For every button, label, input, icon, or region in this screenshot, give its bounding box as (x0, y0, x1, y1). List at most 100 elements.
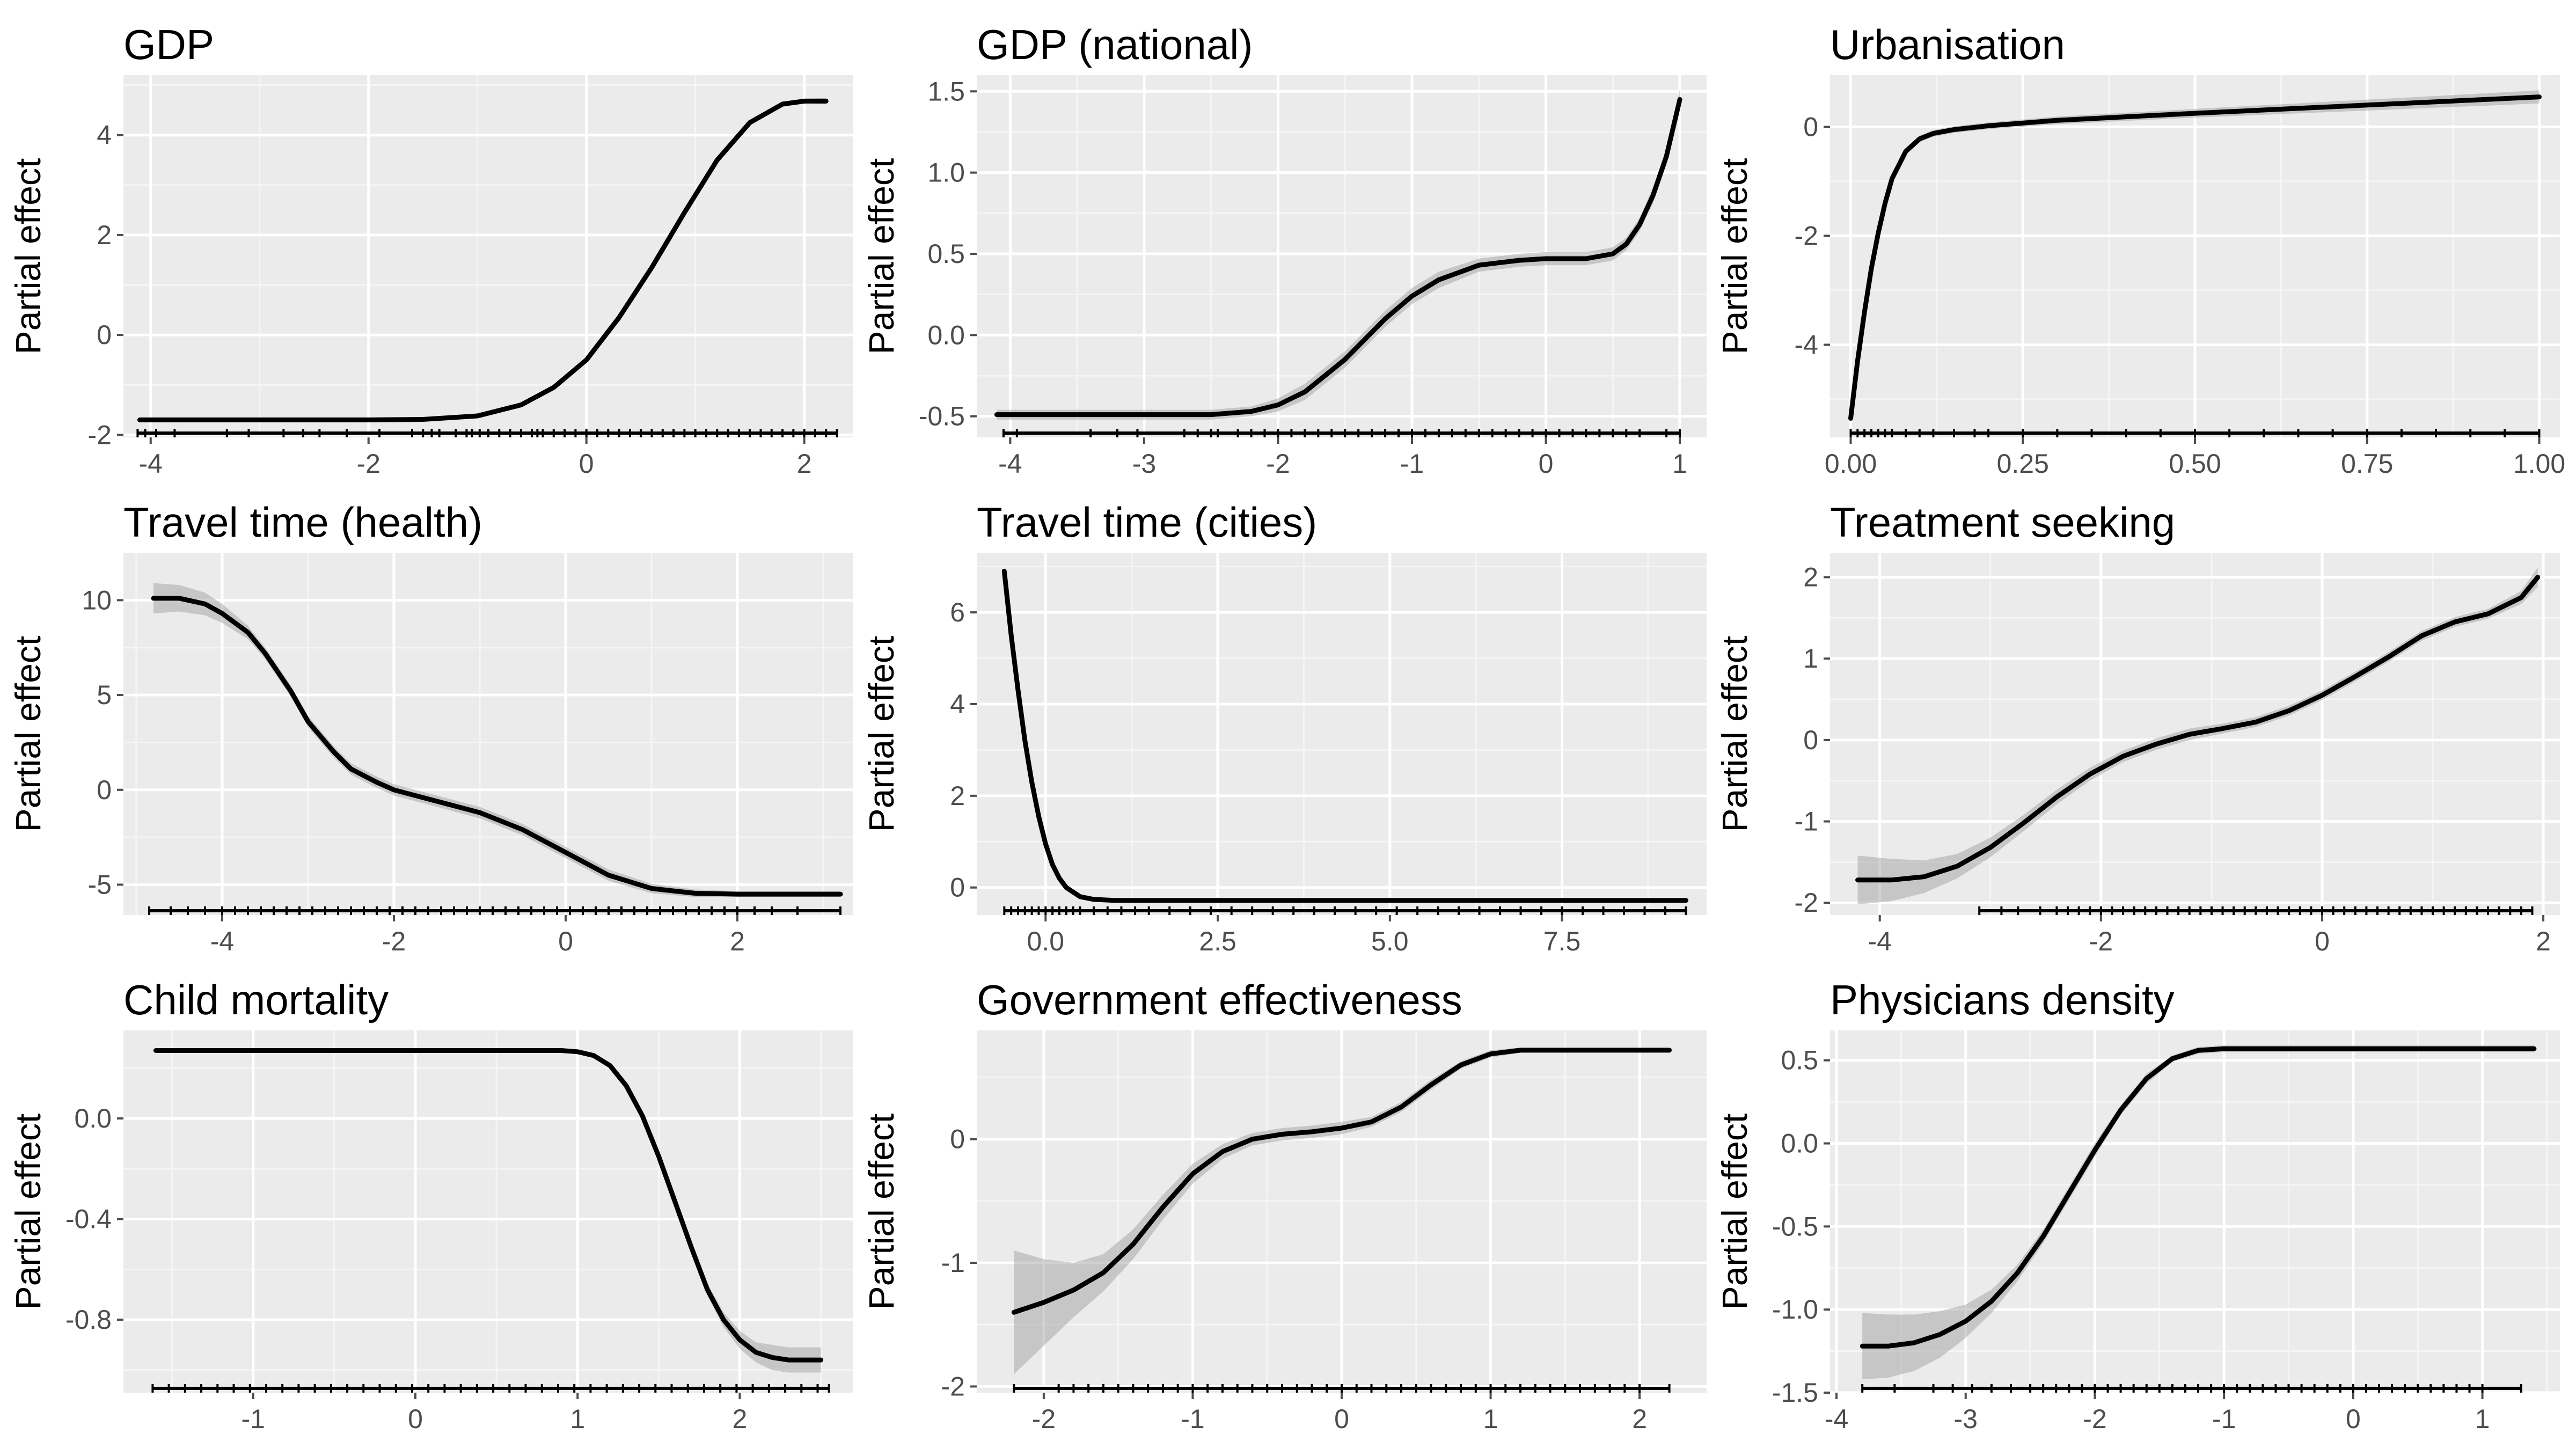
y-axis-label: Partial effect (8, 1114, 48, 1310)
x-tick-label: 0 (1539, 449, 1554, 479)
x-tick-label: 2 (1632, 1404, 1647, 1434)
panel-title: Treatment seeking (1830, 499, 2175, 546)
y-tick-label: 0.0 (74, 1103, 112, 1133)
y-tick-label: -1.5 (1772, 1378, 1818, 1408)
y-tick-label: 4 (950, 689, 965, 719)
y-tick-label: -2 (941, 1371, 965, 1401)
x-tick-label: -1 (1181, 1404, 1204, 1434)
panel-title: Government effectiveness (977, 976, 1462, 1023)
y-tick-label: 0.5 (1781, 1045, 1818, 1075)
y-tick-label: 0 (950, 873, 965, 903)
y-axis-label: Partial effect (1715, 636, 1754, 832)
y-tick-label: 1.0 (927, 158, 965, 188)
y-tick-label: 1.5 (927, 76, 965, 106)
partial-effect-line (1001, 568, 1688, 903)
confidence-ribbon (1862, 1045, 2534, 1380)
x-tick-label: 1 (1483, 1404, 1498, 1434)
panel-gdp: -4 -2 0 2 -2 0 2 4 GDP Partial effect (8, 21, 853, 479)
panel-title: GDP (123, 21, 214, 68)
y-axis-label: Partial effect (8, 636, 48, 832)
y-tick-label: -0.5 (1772, 1211, 1818, 1241)
y-tick-label: 2 (97, 220, 112, 250)
panel-title: Physicians density (1830, 976, 2175, 1023)
x-tick-label: -3 (1954, 1404, 1978, 1434)
partial-effect-line (137, 98, 829, 422)
x-tick-label: 2.5 (1199, 926, 1236, 956)
x-tick-label: 1.00 (2513, 449, 2565, 479)
partial-effect-line (1860, 1046, 2537, 1349)
y-tick-label: 2 (950, 781, 965, 811)
x-tick-label: 0 (408, 1404, 423, 1434)
y-tick-label: -2 (1795, 888, 1818, 918)
x-tick-label: -2 (382, 926, 406, 956)
x-tick-label: 1 (570, 1404, 585, 1434)
panel-government-effectiveness: -2 -1 0 1 2 -2 -1 0 Government effectiveness Part… (861, 976, 1707, 1434)
x-tick-label: -4 (1825, 1404, 1848, 1434)
panel-urbanisation: 0.00 0.25 0.50 0.75 1.00 -4 -2 0 Urbanisation Par… (1715, 21, 2565, 479)
y-tick-label: -2 (1795, 221, 1818, 251)
x-tick-label: 2 (797, 449, 812, 479)
partial-effect-line (153, 1048, 824, 1363)
y-axis-label: Partial effect (8, 158, 48, 355)
y-tick-label: 2 (1803, 562, 1818, 592)
partial-effect-line (994, 97, 1682, 418)
y-axis-label: Partial effect (1715, 1114, 1754, 1310)
confidence-ribbon (997, 90, 1680, 420)
y-tick-label: 0 (97, 775, 112, 805)
x-tick-label: -4 (1868, 926, 1891, 956)
y-tick-label: 0 (97, 320, 112, 350)
partial-effect-line (1848, 94, 2542, 421)
x-tick-label: -2 (1032, 1404, 1056, 1434)
panel-background (977, 553, 1707, 915)
x-tick-label: 0 (579, 449, 594, 479)
x-tick-label: -1 (1400, 449, 1424, 479)
panel-physicians-density: -4 -3 -2 -1 0 1 -1.5 -1.0 -0.5 0.0 0.5 Physicians d… (1715, 976, 2560, 1434)
x-tick-label: -3 (1132, 449, 1156, 479)
y-axis-label: Partial effect (1715, 158, 1754, 355)
y-tick-label: 10 (82, 585, 112, 615)
x-tick-label: -2 (1266, 449, 1290, 479)
y-tick-label: 0.0 (1781, 1129, 1818, 1159)
x-tick-label: 2 (730, 926, 745, 956)
y-tick-label: 1 (1803, 643, 1818, 674)
partial-effect-line (151, 596, 843, 897)
panel-treatment-seeking: -4 -2 0 2 -2 -1 0 1 2 Treatment seeking Partial ef… (1715, 499, 2560, 956)
y-tick-label: 6 (950, 597, 965, 627)
panel-title: Urbanisation (1830, 21, 2065, 68)
y-tick-label: 0.0 (927, 320, 965, 350)
x-tick-label: 0 (1334, 1404, 1349, 1434)
y-tick-label: 0.5 (927, 239, 965, 269)
panel-title: Travel time (health) (123, 499, 482, 546)
y-tick-label: 0 (950, 1124, 965, 1154)
panel-background (1830, 1030, 2560, 1393)
y-tick-label: -1.0 (1772, 1294, 1818, 1324)
x-tick-label: 1 (2475, 1404, 2490, 1434)
panel-title: Travel time (cities) (977, 499, 1317, 546)
x-tick-label: -2 (2083, 1404, 2106, 1434)
x-tick-label: 2 (733, 1404, 748, 1434)
x-tick-label: 1 (1672, 449, 1687, 479)
x-tick-label: 2 (2536, 926, 2551, 956)
x-tick-label: 0 (558, 926, 573, 956)
y-tick-label: 0 (1803, 112, 1818, 142)
x-tick-label: 0.25 (1997, 449, 2049, 479)
panel-title: GDP (national) (977, 21, 1253, 68)
x-tick-label: -1 (241, 1404, 265, 1434)
panel-gdp-national: -4 -3 -2 -1 0 1 -0.5 0.0 0.5 1.0 1.5 GDP (national)… (861, 21, 1707, 479)
y-tick-label: 5 (97, 680, 112, 710)
y-axis-label: Partial effect (861, 636, 901, 832)
x-tick-label: 7.5 (1543, 926, 1581, 956)
y-tick-label: -0.8 (65, 1305, 112, 1335)
partial-effect-line (1855, 575, 2541, 883)
y-tick-label: -2 (88, 420, 112, 450)
x-tick-label: -2 (356, 449, 380, 479)
y-tick-label: -1 (941, 1248, 965, 1278)
x-tick-label: 0.0 (1027, 926, 1065, 956)
partial-effect-line (1011, 1048, 1672, 1315)
y-axis-label: Partial effect (861, 1114, 901, 1310)
panel-child-mortality: -1 0 1 2 -0.8 -0.4 0.0 Child mortality Partial e… (8, 976, 853, 1434)
x-tick-label: 0.00 (1825, 449, 1877, 479)
x-tick-label: -2 (2089, 926, 2113, 956)
panel-travel-time-cities: 0.0 2.5 5.0 7.5 0 2 4 6 Travel time (cities) Part… (861, 499, 1707, 956)
